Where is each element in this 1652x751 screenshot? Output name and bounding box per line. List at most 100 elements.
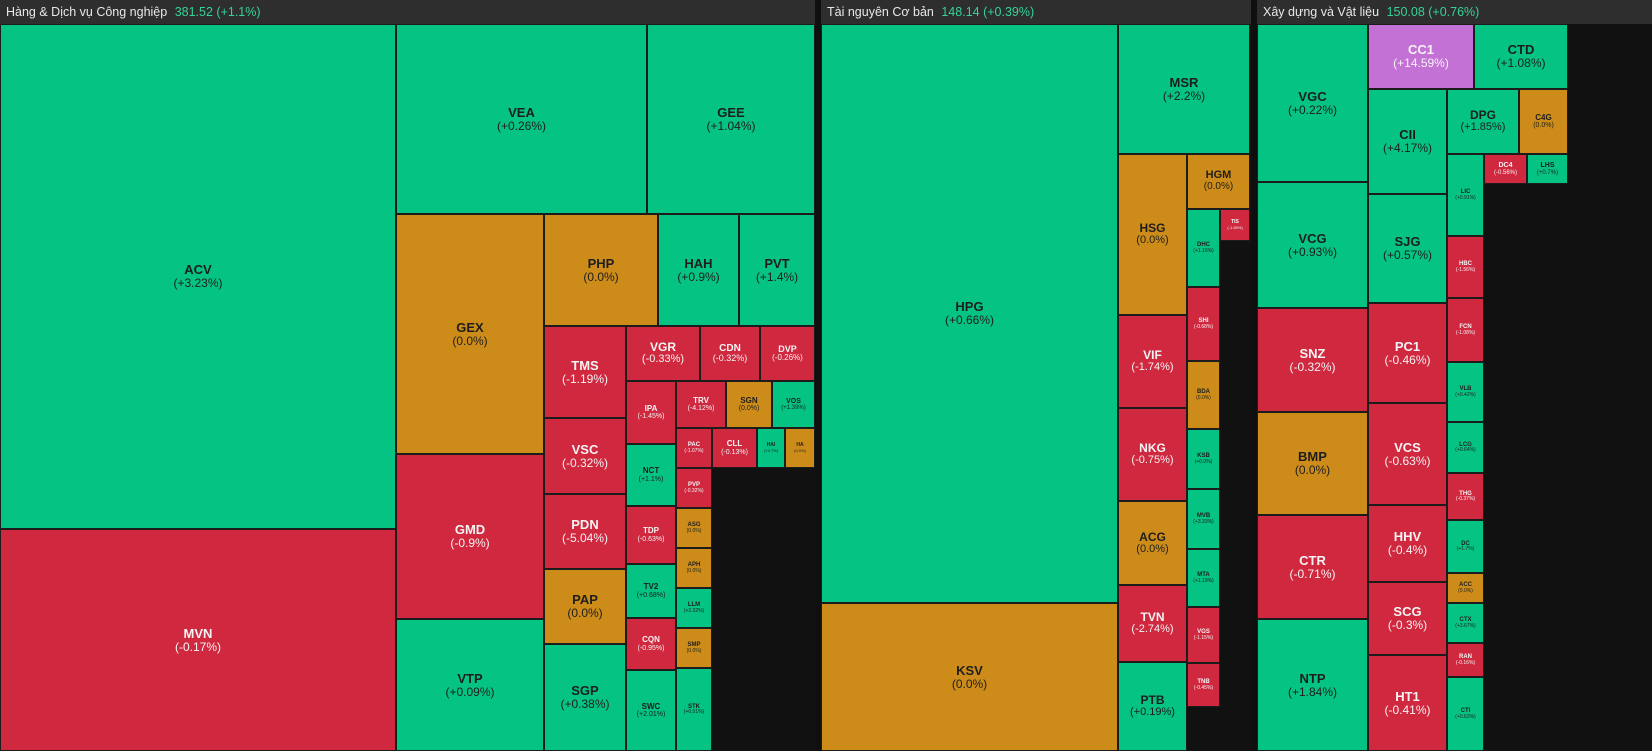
stock-tile-nkg[interactable]: NKG (-0.75%) [1118,408,1187,501]
stock-tile-c4g[interactable]: C4G (0.0%) [1519,89,1568,154]
stock-tile-vcs[interactable]: VCS (-0.63%) [1368,403,1447,505]
stock-tile-bmp[interactable]: BMP (0.0%) [1257,412,1368,515]
stock-tile-ha[interactable]: HA (0.0%) [785,428,815,468]
stock-tile-ksv[interactable]: KSV (0.0%) [821,603,1118,751]
stock-tile-llm[interactable]: LLM (+2.32%) [676,588,712,628]
stock-tile-cii[interactable]: CII (+4.17%) [1368,89,1447,194]
stock-tile-hhv[interactable]: HHV (-0.4%) [1368,505,1447,582]
stock-tile-vgs[interactable]: VGS (-1.15%) [1187,607,1220,663]
stock-tile-aph[interactable]: APH (0.0%) [676,548,712,588]
stock-tile-scg[interactable]: SCG (-0.3%) [1368,582,1447,655]
stock-symbol: VEA [508,104,535,120]
stock-tile-acg[interactable]: ACG (0.0%) [1118,501,1187,585]
stock-tile-pap[interactable]: PAP (0.0%) [544,569,626,644]
stock-symbol: PAC [687,442,701,449]
sector-name: Tài nguyên Cơ bản [827,5,934,19]
stock-tile-swc[interactable]: SWC (+2.01%) [626,670,676,751]
stock-tile-dvp[interactable]: DVP (-0.26%) [760,326,815,381]
stock-tile-nct[interactable]: NCT (+1.1%) [626,444,676,506]
stock-tile-tis[interactable]: TIS (-1.65%) [1220,209,1250,241]
stock-tile-ctd[interactable]: CTD (+1.08%) [1474,24,1568,89]
stock-tile-vos[interactable]: VOS (+1.39%) [772,381,815,428]
stock-tile-hsg[interactable]: HSG (0.0%) [1118,154,1187,315]
stock-tile-gex[interactable]: GEX (0.0%) [396,214,544,454]
stock-tile-lcg[interactable]: LCG (+0.64%) [1447,422,1484,473]
stock-tile-ipa[interactable]: IPA (-1.45%) [626,381,676,444]
stock-tile-mvn[interactable]: MVN (-0.17%) [0,529,396,751]
stock-tile-pc1[interactable]: PC1 (-0.46%) [1368,303,1447,403]
stock-tile-hgm[interactable]: HGM (0.0%) [1187,154,1250,209]
stock-tile-lic[interactable]: LIC (+0.91%) [1447,154,1484,236]
stock-tile-ptb[interactable]: PTB (+0.19%) [1118,662,1187,751]
stock-tile-dpg[interactable]: DPG (+1.85%) [1447,89,1519,154]
stock-tile-pdn[interactable]: PDN (-5.04%) [544,494,626,569]
stock-tile-ntp[interactable]: NTP (+1.84%) [1257,619,1368,751]
stock-change: (+1.84%) [1287,684,1338,699]
stock-tile-acv[interactable]: ACV (+3.23%) [0,24,396,529]
stock-tile-cc1[interactable]: CC1 (+14.59%) [1368,24,1474,89]
stock-tile-bda[interactable]: BDA (0.0%) [1187,361,1220,429]
stock-tile-gee[interactable]: GEE (+1.04%) [647,24,815,214]
stock-symbol: HSG [1139,221,1166,236]
stock-tile-hai[interactable]: HAI (+4.7%) [757,428,785,468]
stock-tile-vgr[interactable]: VGR (-0.33%) [626,326,700,381]
stock-tile-vea[interactable]: VEA (+0.26%) [396,24,647,214]
stock-tile-cll[interactable]: CLL (-0.13%) [712,428,757,468]
stock-tile-hpg[interactable]: HPG (+0.66%) [821,24,1118,603]
stock-tile-cti[interactable]: CTI (+0.63%) [1447,677,1484,751]
stock-tile-vif[interactable]: VIF (-1.74%) [1118,315,1187,408]
stock-tile-dc[interactable]: DC (+1.7%) [1447,520,1484,573]
stock-symbol: VIF [1143,348,1162,363]
stock-tile-vgc[interactable]: VGC (+0.22%) [1257,24,1368,182]
stock-tile-hah[interactable]: HAH (+0.9%) [658,214,739,326]
stock-tile-shi[interactable]: SHI (-0.68%) [1187,287,1220,361]
stock-tile-smp[interactable]: SMP (0.0%) [676,628,712,668]
stock-tile-vcg[interactable]: VCG (+0.93%) [1257,182,1368,308]
stock-tile-tv2[interactable]: TV2 (+0.68%) [626,564,676,618]
stock-tile-dc4[interactable]: DC4 (-0.56%) [1484,154,1527,184]
stock-tile-fcn[interactable]: FCN (-1.08%) [1447,298,1484,362]
stock-tile-pvp[interactable]: PVP (-0.32%) [676,468,712,508]
stock-tile-vlb[interactable]: VLB (+0.42%) [1447,362,1484,422]
stock-change: (+0.64%) [1455,447,1476,454]
stock-tile-tvn[interactable]: TVN (-2.74%) [1118,585,1187,662]
stock-tile-vsc[interactable]: VSC (-0.32%) [544,418,626,494]
stock-change: (-0.17%) [174,639,221,654]
stock-tile-vtp[interactable]: VTP (+0.09%) [396,619,544,751]
stock-tile-trv[interactable]: TRV (-4.12%) [676,381,726,428]
stock-tile-tnb[interactable]: TNB (-0.45%) [1187,663,1220,707]
stock-change: (-0.16%) [1455,659,1476,666]
stock-tile-pac[interactable]: PAC (-1.07%) [676,428,712,468]
stock-tile-cdn[interactable]: CDN (-0.32%) [700,326,760,381]
stock-tile-asg[interactable]: ASG (0.0%) [676,508,712,548]
stock-tile-ctr[interactable]: CTR (-0.71%) [1257,515,1368,619]
stock-tile-lhs[interactable]: LHS (+0.7%) [1527,154,1568,184]
stock-symbol: DC [1461,540,1470,547]
stock-tile-hbc[interactable]: HBC (-1.56%) [1447,236,1484,298]
stock-tile-dhc[interactable]: DHC (+1.16%) [1187,209,1220,287]
stock-tile-sgn[interactable]: SGN (0.0%) [726,381,772,428]
stock-tile-tms[interactable]: TMS (-1.19%) [544,326,626,418]
stock-symbol: KSB [1197,453,1210,460]
stock-tile-sgp[interactable]: SGP (+0.38%) [544,644,626,751]
stock-tile-php[interactable]: PHP (0.0%) [544,214,658,326]
stock-tile-msr[interactable]: MSR (+2.2%) [1118,24,1250,154]
stock-tile-ctx[interactable]: CTX (+3.67%) [1447,603,1484,643]
stock-tile-thg[interactable]: THG (-0.37%) [1447,473,1484,520]
stock-tile-pvt[interactable]: PVT (+1.4%) [739,214,815,326]
stock-tile-ht1[interactable]: HT1 (-0.41%) [1368,655,1447,751]
stock-tile-gmd[interactable]: GMD (-0.9%) [396,454,544,619]
stock-tile-stk[interactable]: STK (+0.51%) [676,668,712,751]
stock-tile-mta[interactable]: MTA (+1.19%) [1187,549,1220,607]
stock-tile-cqn[interactable]: CQN (-0.95%) [626,618,676,670]
stock-change: (-0.4%) [1387,543,1428,558]
stock-symbol: SCG [1393,604,1422,620]
stock-tile-tdp[interactable]: TDP (-0.63%) [626,506,676,564]
stock-tile-sjg[interactable]: SJG (+0.57%) [1368,194,1447,303]
stock-tile-acc[interactable]: ACC (0.0%) [1447,573,1484,603]
stock-tile-ksb[interactable]: KSB (+0.0%) [1187,429,1220,489]
stock-tile-mvb[interactable]: MVB (+3.33%) [1187,489,1220,549]
stock-tile-snz[interactable]: SNZ (-0.32%) [1257,308,1368,412]
stock-symbol: CLL [726,439,743,449]
stock-tile-ran[interactable]: RAN (-0.16%) [1447,643,1484,677]
